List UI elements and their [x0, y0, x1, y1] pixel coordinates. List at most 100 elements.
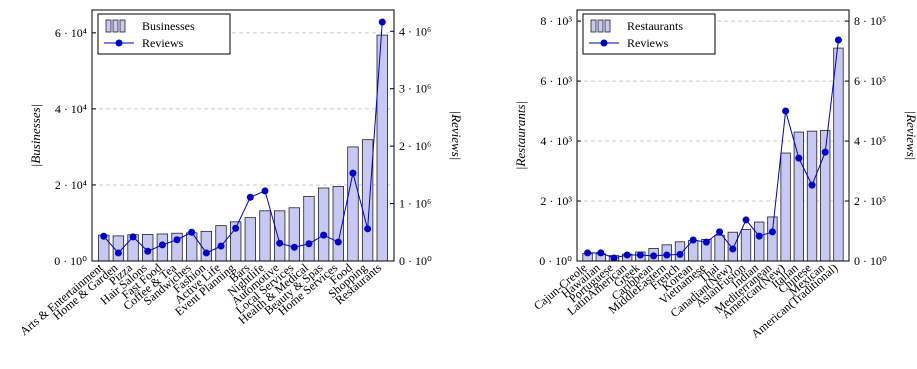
y2-tick-label: 2 · 10⁵ [854, 194, 886, 208]
bar [793, 131, 804, 262]
point [202, 249, 210, 257]
point [676, 250, 684, 258]
bar [259, 210, 271, 262]
point [834, 36, 842, 44]
y-tick-label: 0 · 10⁰ [54, 254, 87, 268]
legend: Businesses Reviews [97, 13, 231, 55]
y-tick-label: 4 · 10⁴ [55, 102, 87, 116]
point [795, 154, 803, 162]
legend-swatch [590, 19, 597, 33]
point [144, 247, 152, 255]
bar [361, 139, 374, 262]
point [320, 231, 328, 239]
point [650, 252, 658, 260]
bar [273, 210, 286, 262]
point [821, 148, 829, 156]
point [584, 249, 592, 257]
point [378, 18, 386, 26]
point [610, 254, 618, 262]
point [100, 232, 108, 240]
bar [244, 217, 257, 262]
y2-tick-label: 6 · 10⁵ [854, 74, 886, 88]
y2-tick-label: 3 · 10⁶ [399, 82, 431, 96]
y-tick-label: 4 · 10³ [540, 134, 572, 148]
y2-tick-label: 1 · 10⁶ [399, 197, 431, 211]
bar [317, 187, 330, 262]
y2-tick-label: 8 · 10⁵ [854, 14, 886, 28]
bar [200, 230, 213, 262]
bar [780, 152, 791, 262]
bar [288, 207, 300, 262]
point [305, 240, 313, 248]
y2-axis-label: |Reviews| [449, 111, 464, 161]
point [702, 238, 710, 246]
point [623, 251, 631, 259]
bar [303, 195, 315, 262]
point [597, 249, 605, 257]
point [173, 236, 181, 244]
bar [806, 130, 818, 262]
y2-tick-label: 4 · 10⁵ [854, 134, 886, 148]
point [114, 249, 122, 257]
point [232, 224, 240, 232]
x-tick-label: Arts & Entertainment [17, 260, 106, 338]
point [261, 187, 269, 195]
legend-label: Reviews [627, 36, 669, 50]
y2-tick-label: 0 · 10⁰ [399, 254, 432, 268]
point [158, 241, 166, 249]
bar [714, 234, 725, 262]
point [290, 243, 298, 251]
point [349, 169, 357, 177]
point [217, 242, 225, 250]
y-axis-label: |Restaurants| [513, 101, 528, 170]
point [689, 236, 697, 244]
point [276, 239, 284, 247]
y-tick-label: 6 · 10³ [540, 74, 572, 88]
legend-label: Reviews [142, 36, 184, 50]
point [364, 225, 372, 233]
legend-swatch [119, 19, 126, 33]
point [188, 228, 196, 236]
bar [347, 146, 359, 262]
legend-label: Businesses [142, 19, 195, 33]
y2-tick-label: 4 · 10⁶ [399, 24, 431, 38]
y2-tick-label: 2 · 10⁶ [399, 139, 431, 153]
bar [833, 47, 844, 262]
point [768, 228, 776, 236]
chart: 0 · 10⁰ 2 · 10⁴ 4 · 10⁴ 6 · 10⁴ 0 · 10⁰ 1 · 1… [17, 9, 464, 338]
bar [767, 216, 778, 262]
legend: Restaurants Reviews [582, 13, 716, 55]
legend-swatch [597, 19, 604, 33]
y-tick-label: 8 · 10³ [540, 14, 572, 28]
y-tick-label: 2 · 10⁴ [55, 178, 87, 192]
y-tick-label: 2 · 10³ [540, 194, 572, 208]
point [129, 233, 137, 241]
point [755, 232, 763, 240]
legend-swatch [604, 19, 611, 33]
bar [754, 221, 765, 262]
point [729, 245, 737, 253]
point [334, 238, 342, 246]
bar [740, 229, 752, 262]
legend-swatch [112, 19, 119, 33]
plot-frame [576, 9, 850, 262]
legend-swatch [115, 39, 123, 47]
plot-frame [91, 9, 395, 262]
point [716, 228, 724, 236]
y2-axis-label: |Reviews| [904, 111, 917, 161]
chart: 0 · 10⁰ 2 · 10³ 4 · 10³ 6 · 10³ 8 · 10³ 0 · 1… [513, 9, 917, 341]
point [246, 193, 254, 201]
point [742, 216, 750, 224]
y-tick-label: 0 · 10⁰ [539, 254, 572, 268]
point [663, 251, 671, 259]
y2-tick-label: 0 · 10⁰ [854, 254, 887, 268]
point [636, 251, 644, 259]
legend-label: Restaurants [627, 19, 683, 33]
legend-swatch [105, 19, 112, 33]
point [782, 107, 790, 115]
legend-swatch [600, 39, 608, 47]
y-tick-label: 6 · 10⁴ [55, 26, 87, 40]
point [808, 181, 816, 189]
y-axis-label: |Businesses| [28, 104, 43, 167]
